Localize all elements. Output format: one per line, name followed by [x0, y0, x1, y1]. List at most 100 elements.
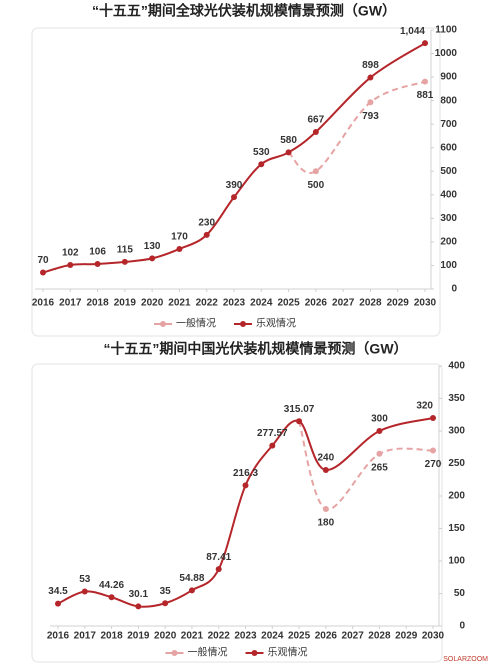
y-tick-label: 200 — [448, 491, 465, 502]
y-tick-label: 250 — [448, 458, 465, 469]
x-tick-label: 2021 — [168, 298, 191, 309]
data-label: 106 — [89, 247, 106, 258]
data-label: 216.3 — [233, 468, 258, 479]
chart-title: “十五五”期间中国光伏装机规模情景预测（GW） — [103, 341, 407, 357]
point — [367, 74, 374, 81]
x-tick-label: 2027 — [332, 298, 355, 309]
data-label: 793 — [362, 111, 379, 122]
x-tick-label: 2019 — [114, 298, 137, 309]
data-label: 30.1 — [129, 589, 149, 600]
data-label: 530 — [253, 147, 270, 158]
y-tick-label: 500 — [440, 166, 457, 177]
point — [231, 194, 237, 201]
point — [269, 442, 276, 449]
y-tick-label: 150 — [448, 523, 465, 534]
x-tick-label: 2028 — [359, 298, 382, 309]
point — [203, 231, 210, 238]
point — [367, 99, 374, 106]
point — [430, 447, 436, 454]
y-tick-label: 900 — [440, 72, 457, 83]
y-tick-label: 100 — [440, 260, 457, 271]
data-label: 44.26 — [99, 580, 124, 591]
x-tick-label: 2028 — [368, 631, 391, 642]
legend-marker — [160, 321, 166, 327]
point — [296, 418, 303, 425]
point — [422, 40, 428, 47]
point — [312, 128, 319, 135]
y-tick-label: 1000 — [435, 48, 458, 59]
data-label: 390 — [226, 180, 243, 191]
data-label: 35 — [160, 586, 172, 597]
x-tick-label: 2025 — [288, 631, 311, 642]
x-tick-label: 2027 — [342, 631, 365, 642]
data-label: 270 — [425, 459, 442, 470]
data-label: 54.88 — [179, 573, 204, 584]
data-label: 898 — [362, 60, 379, 71]
x-tick-label: 2019 — [127, 631, 150, 642]
data-label: 102 — [62, 248, 79, 259]
x-tick-label: 2030 — [414, 298, 437, 309]
data-label: 130 — [144, 241, 161, 252]
point — [322, 467, 329, 473]
data-label: 1,044 — [400, 26, 425, 37]
data-label: 87.41 — [206, 552, 231, 563]
frame — [31, 27, 441, 337]
x-tick-label: 2025 — [277, 298, 300, 309]
x-tick-label: 2029 — [387, 298, 410, 309]
x-tick-label: 2018 — [86, 298, 109, 309]
data-label: 170 — [171, 232, 188, 243]
x-tick-label: 2024 — [250, 298, 273, 309]
data-label: 70 — [37, 255, 49, 266]
data-label: 580 — [280, 135, 297, 146]
x-tick-label: 2023 — [234, 631, 257, 642]
point — [135, 603, 142, 610]
legend-marker — [251, 650, 258, 656]
x-tick-label: 2021 — [181, 631, 204, 642]
point — [55, 600, 61, 607]
x-tick-label: 2023 — [223, 298, 246, 309]
y-tick-label: 400 — [448, 361, 465, 372]
x-tick-label: 2017 — [59, 298, 82, 309]
x-tick-label: 2016 — [32, 298, 55, 309]
data-label: 500 — [308, 180, 325, 191]
data-label: 277.57 — [257, 428, 288, 439]
x-tick-label: 2022 — [208, 631, 231, 642]
point — [121, 258, 128, 265]
x-tick-label: 2030 — [422, 631, 445, 642]
x-tick-label: 2017 — [74, 631, 97, 642]
data-label: 315.07 — [284, 404, 315, 415]
y-tick-label: 400 — [440, 189, 457, 200]
y-tick-label: 100 — [448, 556, 465, 567]
y-tick-label: 350 — [448, 393, 465, 404]
x-tick-label: 2022 — [196, 298, 219, 309]
data-label: 240 — [318, 453, 335, 464]
y-tick-label: 0 — [451, 284, 457, 295]
x-tick-label: 2029 — [395, 631, 418, 642]
x-tick-label: 2018 — [100, 631, 123, 642]
data-label: 300 — [371, 414, 388, 425]
data-label: 115 — [117, 245, 134, 256]
series-line — [298, 420, 434, 511]
point — [242, 482, 249, 489]
data-label: 180 — [318, 518, 335, 529]
y-tick-label: 300 — [440, 213, 457, 224]
legend-label: 乐观情况 — [256, 317, 296, 330]
legend-label: 乐观情况 — [268, 646, 308, 659]
point — [67, 261, 74, 268]
point — [40, 269, 46, 276]
legend-label: 一般情况 — [176, 317, 216, 330]
data-label: 320 — [416, 401, 433, 412]
data-label: 34.5 — [48, 586, 68, 597]
point — [176, 245, 183, 252]
y-tick-label: 800 — [440, 95, 457, 106]
y-tick-label: 600 — [440, 142, 457, 153]
point — [312, 168, 319, 175]
point — [149, 255, 156, 262]
data-label: 230 — [198, 217, 215, 228]
data-label: 881 — [417, 90, 434, 101]
x-tick-label: 2026 — [305, 298, 328, 309]
y-tick-label: 0 — [459, 621, 465, 632]
point — [422, 78, 428, 85]
point — [188, 587, 195, 594]
data-label: 667 — [308, 115, 325, 126]
